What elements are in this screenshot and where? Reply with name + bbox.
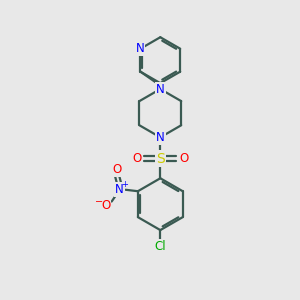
Text: O: O bbox=[101, 200, 110, 212]
Text: +: + bbox=[121, 180, 128, 189]
Text: N: N bbox=[156, 131, 165, 144]
Text: O: O bbox=[179, 152, 188, 165]
Text: N: N bbox=[115, 183, 124, 196]
Text: −: − bbox=[95, 196, 103, 206]
Text: S: S bbox=[156, 152, 165, 166]
Text: N: N bbox=[136, 42, 144, 55]
Text: N: N bbox=[156, 82, 165, 95]
Text: O: O bbox=[132, 152, 141, 165]
Text: O: O bbox=[112, 163, 122, 176]
Text: Cl: Cl bbox=[154, 240, 166, 253]
